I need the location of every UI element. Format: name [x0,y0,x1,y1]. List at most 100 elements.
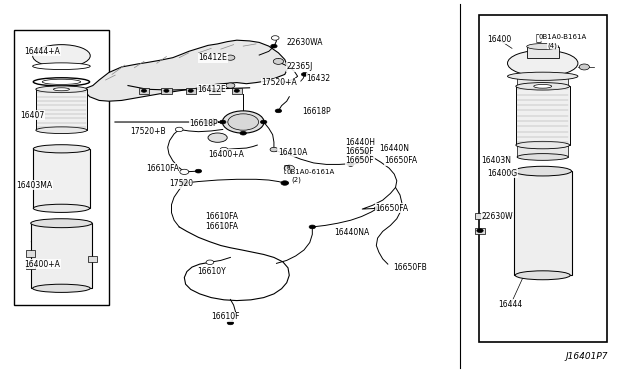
Text: 17520+B: 17520+B [131,127,166,136]
Circle shape [212,89,217,92]
Ellipse shape [516,83,570,90]
Text: 0B1A0-6161A: 0B1A0-6161A [287,169,335,175]
Bar [527,46,559,58]
Bar [14,30,109,305]
Text: 16618P: 16618P [189,119,218,128]
Ellipse shape [36,127,87,134]
Text: 16410A: 16410A [278,148,307,157]
Text: 0B1A0-B161A: 0B1A0-B161A [539,34,587,40]
Circle shape [281,181,289,185]
Ellipse shape [36,86,87,93]
Text: 16403N: 16403N [481,156,511,165]
Circle shape [220,120,226,124]
Ellipse shape [33,63,90,70]
Bar [517,76,568,86]
Text: 16610FA: 16610FA [146,164,179,173]
Circle shape [356,157,363,160]
Ellipse shape [516,141,570,149]
Circle shape [477,229,483,232]
Text: 16440H: 16440H [346,138,376,147]
Text: 16400G: 16400G [488,169,518,178]
Circle shape [273,58,284,64]
Circle shape [141,89,147,92]
Circle shape [271,44,277,48]
Text: 22630W: 22630W [481,212,513,221]
Circle shape [271,36,279,40]
Text: 16610FA: 16610FA [205,222,238,231]
Text: B: B [286,166,290,171]
Text: 16444+A: 16444+A [24,47,60,56]
Text: 16610Y: 16610Y [197,267,226,276]
Ellipse shape [228,114,259,130]
Ellipse shape [223,111,264,133]
Circle shape [203,120,209,124]
Ellipse shape [208,133,227,142]
Circle shape [579,64,589,70]
Circle shape [226,55,235,60]
Circle shape [164,89,169,92]
Ellipse shape [508,50,578,76]
Bar [479,15,607,342]
Bar [36,89,87,130]
Text: 16444: 16444 [498,300,522,309]
Ellipse shape [54,88,69,91]
Circle shape [260,120,267,124]
Text: 16432: 16432 [306,74,330,83]
Circle shape [275,109,282,113]
Polygon shape [83,40,288,101]
Ellipse shape [514,166,572,176]
Circle shape [220,147,228,152]
Text: 16412E: 16412E [197,85,226,94]
Text: 16650FA: 16650FA [375,204,408,213]
Bar [26,263,35,269]
Text: 16650F: 16650F [346,147,374,156]
Ellipse shape [515,271,570,280]
Ellipse shape [517,154,568,160]
Ellipse shape [527,44,559,49]
Ellipse shape [31,219,92,228]
Bar [33,149,90,208]
Text: 17520+A: 17520+A [261,78,297,87]
Text: J16401P7: J16401P7 [566,352,608,361]
Text: 16610FA: 16610FA [205,212,238,221]
Ellipse shape [33,45,90,67]
Text: 16650FB: 16650FB [393,263,427,272]
Bar [161,88,172,94]
Circle shape [220,223,228,227]
Circle shape [206,260,214,264]
Ellipse shape [33,78,90,86]
Bar [186,88,196,94]
Circle shape [180,181,188,185]
Ellipse shape [534,84,552,88]
Circle shape [374,206,381,210]
Circle shape [180,169,189,174]
Text: 16618P: 16618P [302,107,331,116]
Bar [475,228,485,234]
Text: 16440NA: 16440NA [334,228,369,237]
Bar [26,250,35,257]
Circle shape [284,165,294,171]
Circle shape [226,83,235,88]
Bar [516,86,570,145]
Text: (4): (4) [548,42,557,49]
Text: 16400+A: 16400+A [209,150,244,158]
Text: 16403MA: 16403MA [17,181,52,190]
Text: Ⓑ: Ⓑ [536,32,542,42]
Text: 16440N: 16440N [379,144,409,153]
Bar [517,145,568,157]
Bar [209,88,220,94]
Ellipse shape [42,79,81,84]
Text: Ⓑ: Ⓑ [284,163,290,173]
Bar [88,256,97,262]
Bar [139,88,149,94]
Circle shape [270,147,278,152]
Circle shape [240,131,246,135]
Ellipse shape [33,284,90,292]
Bar [514,171,572,275]
Text: 22365J: 22365J [287,62,313,71]
Circle shape [362,150,368,154]
Text: (2): (2) [292,177,301,183]
Text: 22630WA: 22630WA [287,38,323,47]
Ellipse shape [33,204,90,212]
Text: 16650F: 16650F [346,156,374,165]
